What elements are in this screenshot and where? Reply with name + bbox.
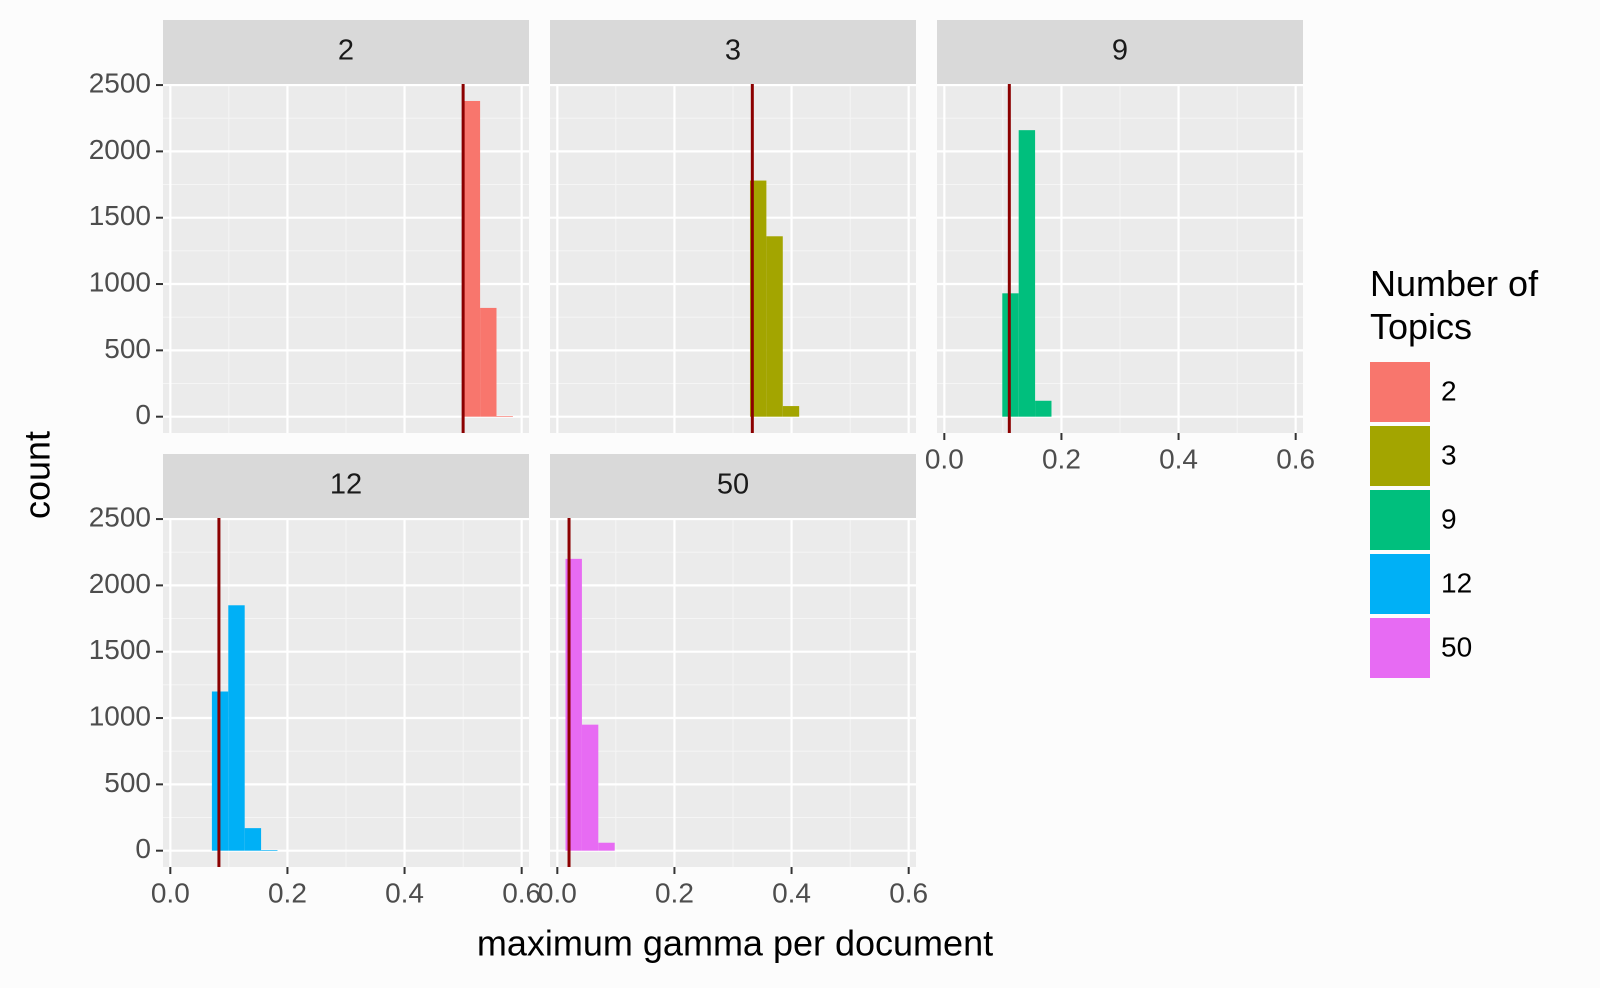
x-tick-label: 0.2 [268,877,307,908]
x-tick-label: 0.6 [1276,443,1315,474]
legend-label: 2 [1441,375,1457,406]
y-tick-label: 2000 [89,134,151,165]
strip-label: 12 [330,469,362,501]
strip [937,20,1303,84]
y-tick-label: 2500 [89,501,151,532]
strip [163,20,529,84]
y-tick-label: 1500 [89,634,151,665]
y-tick-label: 0 [135,399,151,430]
histogram-bar [749,180,767,417]
x-tick-label: 0.6 [889,877,928,908]
legend-key [1370,618,1430,678]
y-tick-label: 500 [104,767,151,798]
x-tick-label: 0.4 [772,877,811,908]
y-tick-label: 500 [104,333,151,364]
x-tick-label: 0.0 [538,877,577,908]
histogram-bar [480,307,497,417]
x-tick-label: 0.0 [925,443,964,474]
legend-label: 9 [1441,503,1457,534]
legend-key [1370,426,1430,486]
x-axis-title: maximum gamma per document [477,923,993,964]
legend-label: 3 [1441,439,1457,470]
x-tick-label: 0.6 [502,877,541,908]
strip [550,20,916,84]
y-tick-label: 1000 [89,700,151,731]
y-tick-label: 1000 [89,266,151,297]
legend-key [1370,490,1430,550]
x-tick-label: 0.0 [151,877,190,908]
x-tick-label: 0.4 [385,877,424,908]
strip-label: 2 [338,35,354,67]
strip [163,454,529,518]
histogram-bar [496,416,513,417]
strip-label: 3 [725,35,741,67]
x-tick-label: 0.4 [1159,443,1198,474]
strip-label: 9 [1112,35,1128,67]
legend-key [1370,362,1430,422]
legend-label: 12 [1441,567,1472,598]
legend-label: 50 [1441,631,1472,662]
y-tick-label: 1500 [89,200,151,231]
y-tick-label: 0 [135,833,151,864]
histogram-bar [782,406,800,417]
y-tick-label: 2000 [89,568,151,599]
histogram-bar [1035,400,1052,417]
legend-key [1370,554,1430,614]
y-axis-title: count [17,431,58,519]
histogram-bar [581,724,599,851]
histogram-bar [261,850,278,851]
strip-label: 50 [717,469,749,501]
histogram-bar [463,100,481,417]
legend-title: Number of Topics [1370,263,1539,347]
histogram-bar [766,236,783,417]
x-tick-label: 0.2 [655,877,694,908]
strip [550,454,916,518]
x-tick-label: 0.2 [1042,443,1081,474]
y-tick-label: 2500 [89,67,151,98]
histogram-bar [244,828,262,851]
histogram-bar [228,605,245,851]
histogram-bar [598,842,615,851]
histogram-bar [1018,130,1036,417]
